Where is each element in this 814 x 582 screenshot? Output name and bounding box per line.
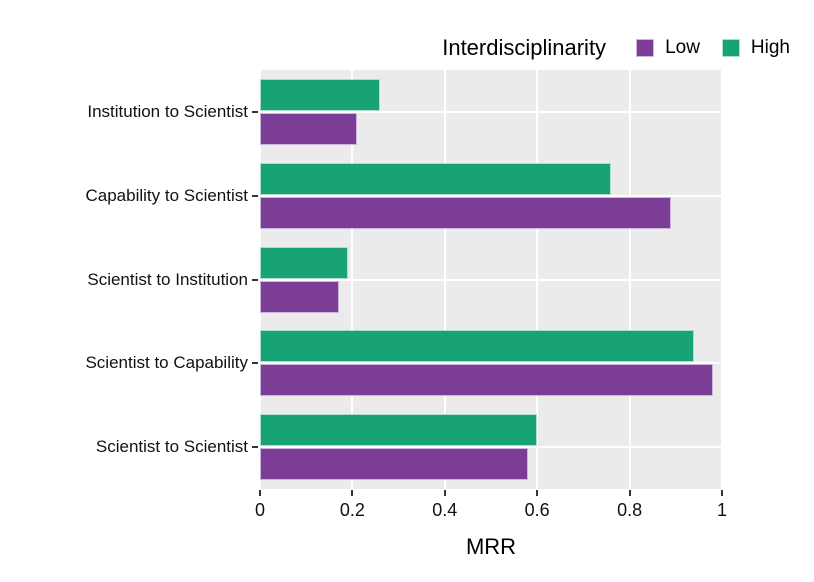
- bar-high: [260, 246, 348, 279]
- legend-label-low: Low: [665, 37, 700, 58]
- gridline-horizontal: [260, 446, 722, 449]
- x-tick-label: 1: [716, 500, 727, 520]
- bar-low: [260, 196, 672, 229]
- bar-high: [260, 330, 695, 363]
- x-tick-mark: [628, 490, 631, 496]
- bar-low: [260, 448, 528, 481]
- y-tick-mark: [252, 362, 258, 365]
- legend-swatch-low-icon: [636, 39, 655, 57]
- gridline-vertical: [721, 70, 723, 489]
- y-tick-mark: [252, 446, 258, 449]
- x-tick-mark: [536, 490, 539, 496]
- x-axis-title: MRR: [465, 534, 517, 559]
- y-tick-label: Capability to Scientist: [85, 185, 248, 205]
- gridline-horizontal: [260, 194, 722, 197]
- x-tick-label: 0.8: [617, 500, 643, 520]
- x-tick-mark: [443, 490, 446, 496]
- y-tick-mark: [252, 278, 258, 281]
- legend-title: Interdisciplinarity: [442, 35, 607, 60]
- bar-low: [260, 280, 339, 313]
- bar-high: [260, 414, 538, 447]
- bar-high: [260, 78, 381, 111]
- x-tick-label: 0.6: [524, 500, 550, 520]
- bar-low: [260, 112, 358, 145]
- x-tick-mark: [351, 490, 354, 496]
- legend-item-low: Low: [636, 37, 700, 59]
- x-tick-label: 0: [254, 500, 265, 520]
- legend: Interdisciplinarity Low High: [0, 34, 790, 62]
- plot-panel: [259, 70, 723, 489]
- y-tick-label: Institution to Scientist: [87, 101, 248, 121]
- x-tick-label: 0.4: [432, 500, 458, 520]
- gridline-horizontal: [260, 362, 722, 365]
- legend-item-high: High: [721, 37, 790, 59]
- y-tick-label: Scientist to Capability: [85, 353, 248, 373]
- y-tick-mark: [252, 194, 258, 197]
- y-tick-label: Scientist to Scientist: [95, 437, 248, 457]
- gridline-horizontal: [260, 110, 722, 113]
- legend-swatch-high-icon: [721, 39, 740, 57]
- bar-low: [260, 364, 713, 397]
- y-tick-label: Scientist to Institution: [87, 269, 248, 289]
- legend-label-high: High: [750, 37, 790, 58]
- bar-high: [260, 162, 612, 195]
- y-tick-mark: [252, 110, 258, 113]
- x-tick-label: 0.2: [339, 500, 365, 520]
- x-tick-mark: [721, 490, 723, 496]
- gridline-horizontal: [260, 278, 722, 281]
- x-tick-mark: [259, 490, 261, 496]
